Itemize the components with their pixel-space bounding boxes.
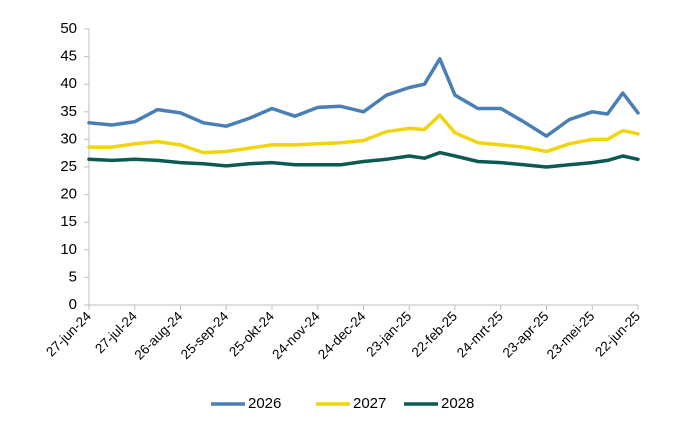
y-tick-label: 5 <box>69 268 77 285</box>
legend-item-2027: 2027 <box>316 395 386 412</box>
y-tick-label: 30 <box>60 130 77 147</box>
y-tick-label: 25 <box>60 158 77 175</box>
y-axis: 0 5 10 15 20 25 30 35 40 45 50 <box>60 20 90 313</box>
x-tick-label: 22-feb-25 <box>409 309 460 360</box>
x-tick-label: 27-jul-24 <box>92 308 140 356</box>
legend-label: 2027 <box>353 395 386 412</box>
y-tick-label: 45 <box>60 48 77 65</box>
legend-label: 2028 <box>441 395 474 412</box>
legend: 2026 2027 2028 <box>211 395 474 412</box>
x-tick-label: 24-nov-24 <box>269 308 323 362</box>
x-tick-label: 23-jan-25 <box>363 309 414 360</box>
x-tick-label: 23-mei-25 <box>544 309 598 363</box>
x-axis: 27-jun-2427-jul-2426-aug-2425-sep-2425-o… <box>43 304 643 363</box>
x-tick-label: 24-mrt-25 <box>454 309 506 361</box>
x-tick-label: 26-aug-24 <box>131 308 185 362</box>
legend-item-2026: 2026 <box>211 395 281 412</box>
legend-label: 2026 <box>248 395 281 412</box>
y-tick-label: 20 <box>60 186 77 203</box>
y-tick-label: 15 <box>60 213 77 230</box>
x-tick-label: 27-jun-24 <box>43 308 94 359</box>
series-line-2027 <box>87 113 640 155</box>
y-tick-label: 40 <box>60 75 77 92</box>
y-tick-label: 0 <box>69 296 77 313</box>
series-line-2028 <box>87 150 640 169</box>
x-tick-label: 25-sep-24 <box>178 308 232 362</box>
y-tick-label: 35 <box>60 103 77 120</box>
x-tick-label: 22-jun-25 <box>592 309 643 360</box>
y-tick-label: 10 <box>60 241 77 258</box>
legend-item-2028: 2028 <box>404 395 474 412</box>
y-tick-label: 50 <box>60 20 77 37</box>
series-lines <box>87 57 640 169</box>
series-line-2026 <box>87 57 640 138</box>
x-tick-label: 24-dec-24 <box>315 308 369 362</box>
